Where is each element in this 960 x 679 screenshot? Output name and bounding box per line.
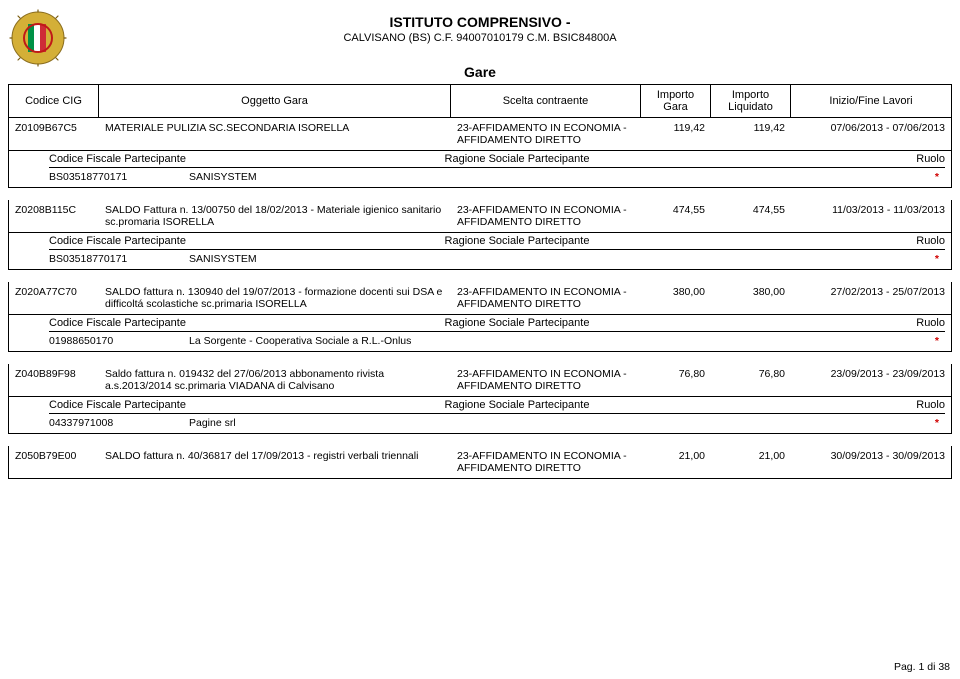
cell-importo-liq: 21,00: [711, 446, 791, 478]
cell-scelta: 23-AFFIDAMENTO IN ECONOMIA - AFFIDAMENTO…: [451, 200, 641, 232]
institution-subtitle: CALVISANO (BS) C.F. 94007010179 C.M. BSI…: [0, 32, 960, 44]
cell-importo-liq: 76,80: [711, 364, 791, 396]
partecipante-row: BS03518770171 SANISYSTEM *: [49, 250, 945, 265]
ph-ragione: Ragione Sociale Partecipante: [189, 153, 845, 165]
cell-scelta: 23-AFFIDAMENTO IN ECONOMIA - AFFIDAMENTO…: [451, 118, 641, 150]
cell-scelta: 23-AFFIDAMENTO IN ECONOMIA - AFFIDAMENTO…: [451, 364, 641, 396]
cell-cig: Z0208B115C: [9, 200, 99, 232]
col-header-cig: Codice CIG: [9, 85, 99, 117]
ph-cf: Codice Fiscale Partecipante: [49, 153, 189, 165]
col-header-importo-liquidato: Importo Liquidato: [711, 85, 791, 117]
cell-oggetto: Saldo fattura n. 019432 del 27/06/2013 a…: [99, 364, 451, 396]
gare-row: Z0109B67C5 MATERIALE PULIZIA SC.SECONDAR…: [9, 118, 951, 151]
cell-cig: Z040B89F98: [9, 364, 99, 396]
cell-importo-gara: 474,55: [641, 200, 711, 232]
winner-star-icon: *: [905, 335, 945, 347]
pr-cf: 04337971008: [49, 417, 189, 429]
ph-ragione: Ragione Sociale Partecipante: [189, 399, 845, 411]
ph-cf: Codice Fiscale Partecipante: [49, 317, 189, 329]
gare-block: Z0208B115C SALDO Fattura n. 13/00750 del…: [8, 200, 952, 270]
cell-scelta: 23-AFFIDAMENTO IN ECONOMIA - AFFIDAMENTO…: [451, 446, 641, 478]
col-header-scelta: Scelta contraente: [451, 85, 641, 117]
winner-star-icon: *: [905, 417, 945, 429]
gare-block: Z0109B67C5 MATERIALE PULIZIA SC.SECONDAR…: [8, 118, 952, 188]
ph-ragione: Ragione Sociale Partecipante: [189, 317, 845, 329]
winner-star-icon: *: [905, 253, 945, 265]
ph-ruolo: Ruolo: [845, 399, 945, 411]
pr-ragione: SANISYSTEM: [189, 171, 905, 183]
cell-oggetto: SALDO fattura n. 130940 del 19/07/2013 -…: [99, 282, 451, 314]
page-number: Pag. 1 di 38: [894, 661, 950, 673]
cell-importo-gara: 380,00: [641, 282, 711, 314]
partecipante-header: Codice Fiscale Partecipante Ragione Soci…: [49, 317, 945, 332]
gare-row: Z0208B115C SALDO Fattura n. 13/00750 del…: [9, 200, 951, 233]
cell-date: 23/09/2013 - 23/09/2013: [791, 364, 951, 396]
col-header-inizio-fine: Inizio/Fine Lavori: [791, 85, 951, 117]
cell-oggetto: MATERIALE PULIZIA SC.SECONDARIA ISORELLA: [99, 118, 451, 150]
pr-cf: BS03518770171: [49, 171, 189, 183]
cell-cig: Z0109B67C5: [9, 118, 99, 150]
pr-cf: BS03518770171: [49, 253, 189, 265]
partecipante-header: Codice Fiscale Partecipante Ragione Soci…: [49, 153, 945, 168]
institution-title: ISTITUTO COMPRENSIVO -: [0, 14, 960, 30]
section-title: Gare: [0, 64, 960, 80]
partecipante-row: BS03518770171 SANISYSTEM *: [49, 168, 945, 183]
pr-ragione: SANISYSTEM: [189, 253, 905, 265]
ph-ruolo: Ruolo: [845, 317, 945, 329]
partecipante-row: 01988650170 La Sorgente - Cooperativa So…: [49, 332, 945, 347]
pr-ragione: La Sorgente - Cooperativa Sociale a R.L.…: [189, 335, 905, 347]
gare-row: Z050B79E00 SALDO fattura n. 40/36817 del…: [9, 446, 951, 478]
partecipante-header: Codice Fiscale Partecipante Ragione Soci…: [49, 235, 945, 250]
cell-date: 11/03/2013 - 11/03/2013: [791, 200, 951, 232]
gare-row: Z040B89F98 Saldo fattura n. 019432 del 2…: [9, 364, 951, 397]
pr-cf: 01988650170: [49, 335, 189, 347]
ph-cf: Codice Fiscale Partecipante: [49, 235, 189, 247]
cell-importo-liq: 474,55: [711, 200, 791, 232]
cell-importo-liq: 119,42: [711, 118, 791, 150]
gare-block: Z040B89F98 Saldo fattura n. 019432 del 2…: [8, 364, 952, 434]
cell-importo-gara: 76,80: [641, 364, 711, 396]
cell-importo-liq: 380,00: [711, 282, 791, 314]
winner-star-icon: *: [905, 171, 945, 183]
cell-date: 30/09/2013 - 30/09/2013: [791, 446, 951, 478]
col-header-oggetto: Oggetto Gara: [99, 85, 451, 117]
cell-scelta: 23-AFFIDAMENTO IN ECONOMIA - AFFIDAMENTO…: [451, 282, 641, 314]
partecipante-header: Codice Fiscale Partecipante Ragione Soci…: [49, 399, 945, 414]
gare-row: Z020A77C70 SALDO fattura n. 130940 del 1…: [9, 282, 951, 315]
cell-date: 07/06/2013 - 07/06/2013: [791, 118, 951, 150]
italian-emblem-logo: [8, 8, 68, 68]
cell-importo-gara: 119,42: [641, 118, 711, 150]
pr-ragione: Pagine srl: [189, 417, 905, 429]
ph-ruolo: Ruolo: [845, 235, 945, 247]
cell-cig: Z020A77C70: [9, 282, 99, 314]
cell-oggetto: SALDO fattura n. 40/36817 del 17/09/2013…: [99, 446, 451, 478]
cell-importo-gara: 21,00: [641, 446, 711, 478]
cell-cig: Z050B79E00: [9, 446, 99, 478]
partecipante-row: 04337971008 Pagine srl *: [49, 414, 945, 429]
cell-date: 27/02/2013 - 25/07/2013: [791, 282, 951, 314]
gare-block: Z050B79E00 SALDO fattura n. 40/36817 del…: [8, 446, 952, 479]
ph-cf: Codice Fiscale Partecipante: [49, 399, 189, 411]
ph-ragione: Ragione Sociale Partecipante: [189, 235, 845, 247]
col-header-importo-gara: Importo Gara: [641, 85, 711, 117]
table-header-row: Codice CIG Oggetto Gara Scelta contraent…: [8, 84, 952, 118]
cell-oggetto: SALDO Fattura n. 13/00750 del 18/02/2013…: [99, 200, 451, 232]
ph-ruolo: Ruolo: [845, 153, 945, 165]
gare-block: Z020A77C70 SALDO fattura n. 130940 del 1…: [8, 282, 952, 352]
